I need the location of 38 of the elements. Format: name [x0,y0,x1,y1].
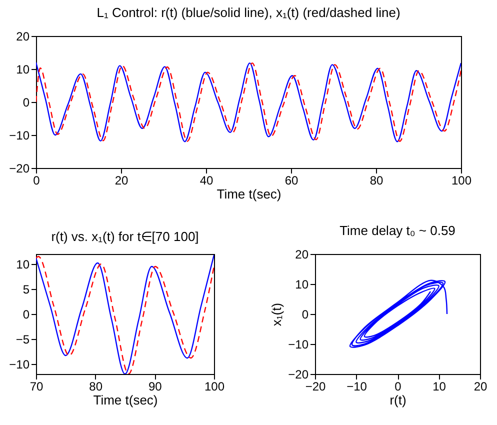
x-tick-label: 90 [148,380,162,394]
x-tick-label: 10 [432,380,446,394]
y-tick-label: −5 [16,332,30,346]
x-tick-label: 80 [370,174,384,188]
y-tick-label: −10 [9,128,30,142]
y-tick-label: 10 [295,278,309,292]
y-tick-label: 20 [295,248,309,262]
y-tick-label: −20 [9,162,30,176]
x-tick-label: 60 [284,174,298,188]
x-tick-label: 80 [89,380,103,394]
line-series [349,280,448,348]
y-tick-label: −10 [9,358,30,372]
x-axis-title: Time t(sec) [216,186,282,202]
y-axis-title: x₁(t) [269,302,284,326]
y-tick-label: −10 [288,338,309,352]
x-tick-label: 20 [114,174,128,188]
x-axis-title: r(t) [390,392,406,408]
y-tick-label: −20 [288,368,309,382]
y-tick-label: 10 [16,258,30,272]
x-axis-title: Time t(sec) [93,392,158,408]
x-tick-label: 100 [204,380,225,394]
x-tick-label: 70 [30,380,44,394]
chart-title: Time delay t₀ ~ 0.59 [340,223,456,238]
x-tick-label: −20 [305,380,326,394]
x-tick-label: 0 [394,380,402,394]
x-tick-label: 40 [200,174,214,188]
y-tick-label: 0 [22,308,30,322]
x-tick-label: 20 [474,380,488,394]
y-tick-label: 20 [16,30,30,44]
y-tick-label: 0 [22,96,30,110]
chart-title: L₁ Control: r(t) (blue/solid line), x₁(t) (red/dashed line) [96,5,400,20]
y-tick-label: 10 [16,62,30,76]
y-tick-label: 5 [22,282,30,296]
x-tick-label: −10 [346,380,368,394]
x-tick-label: 0 [33,174,40,188]
chart-title: r(t) vs. x₁(t) for t∈[70 100] [51,229,199,244]
y-tick-label: 0 [302,308,309,322]
x-tick-label: 100 [451,174,472,188]
